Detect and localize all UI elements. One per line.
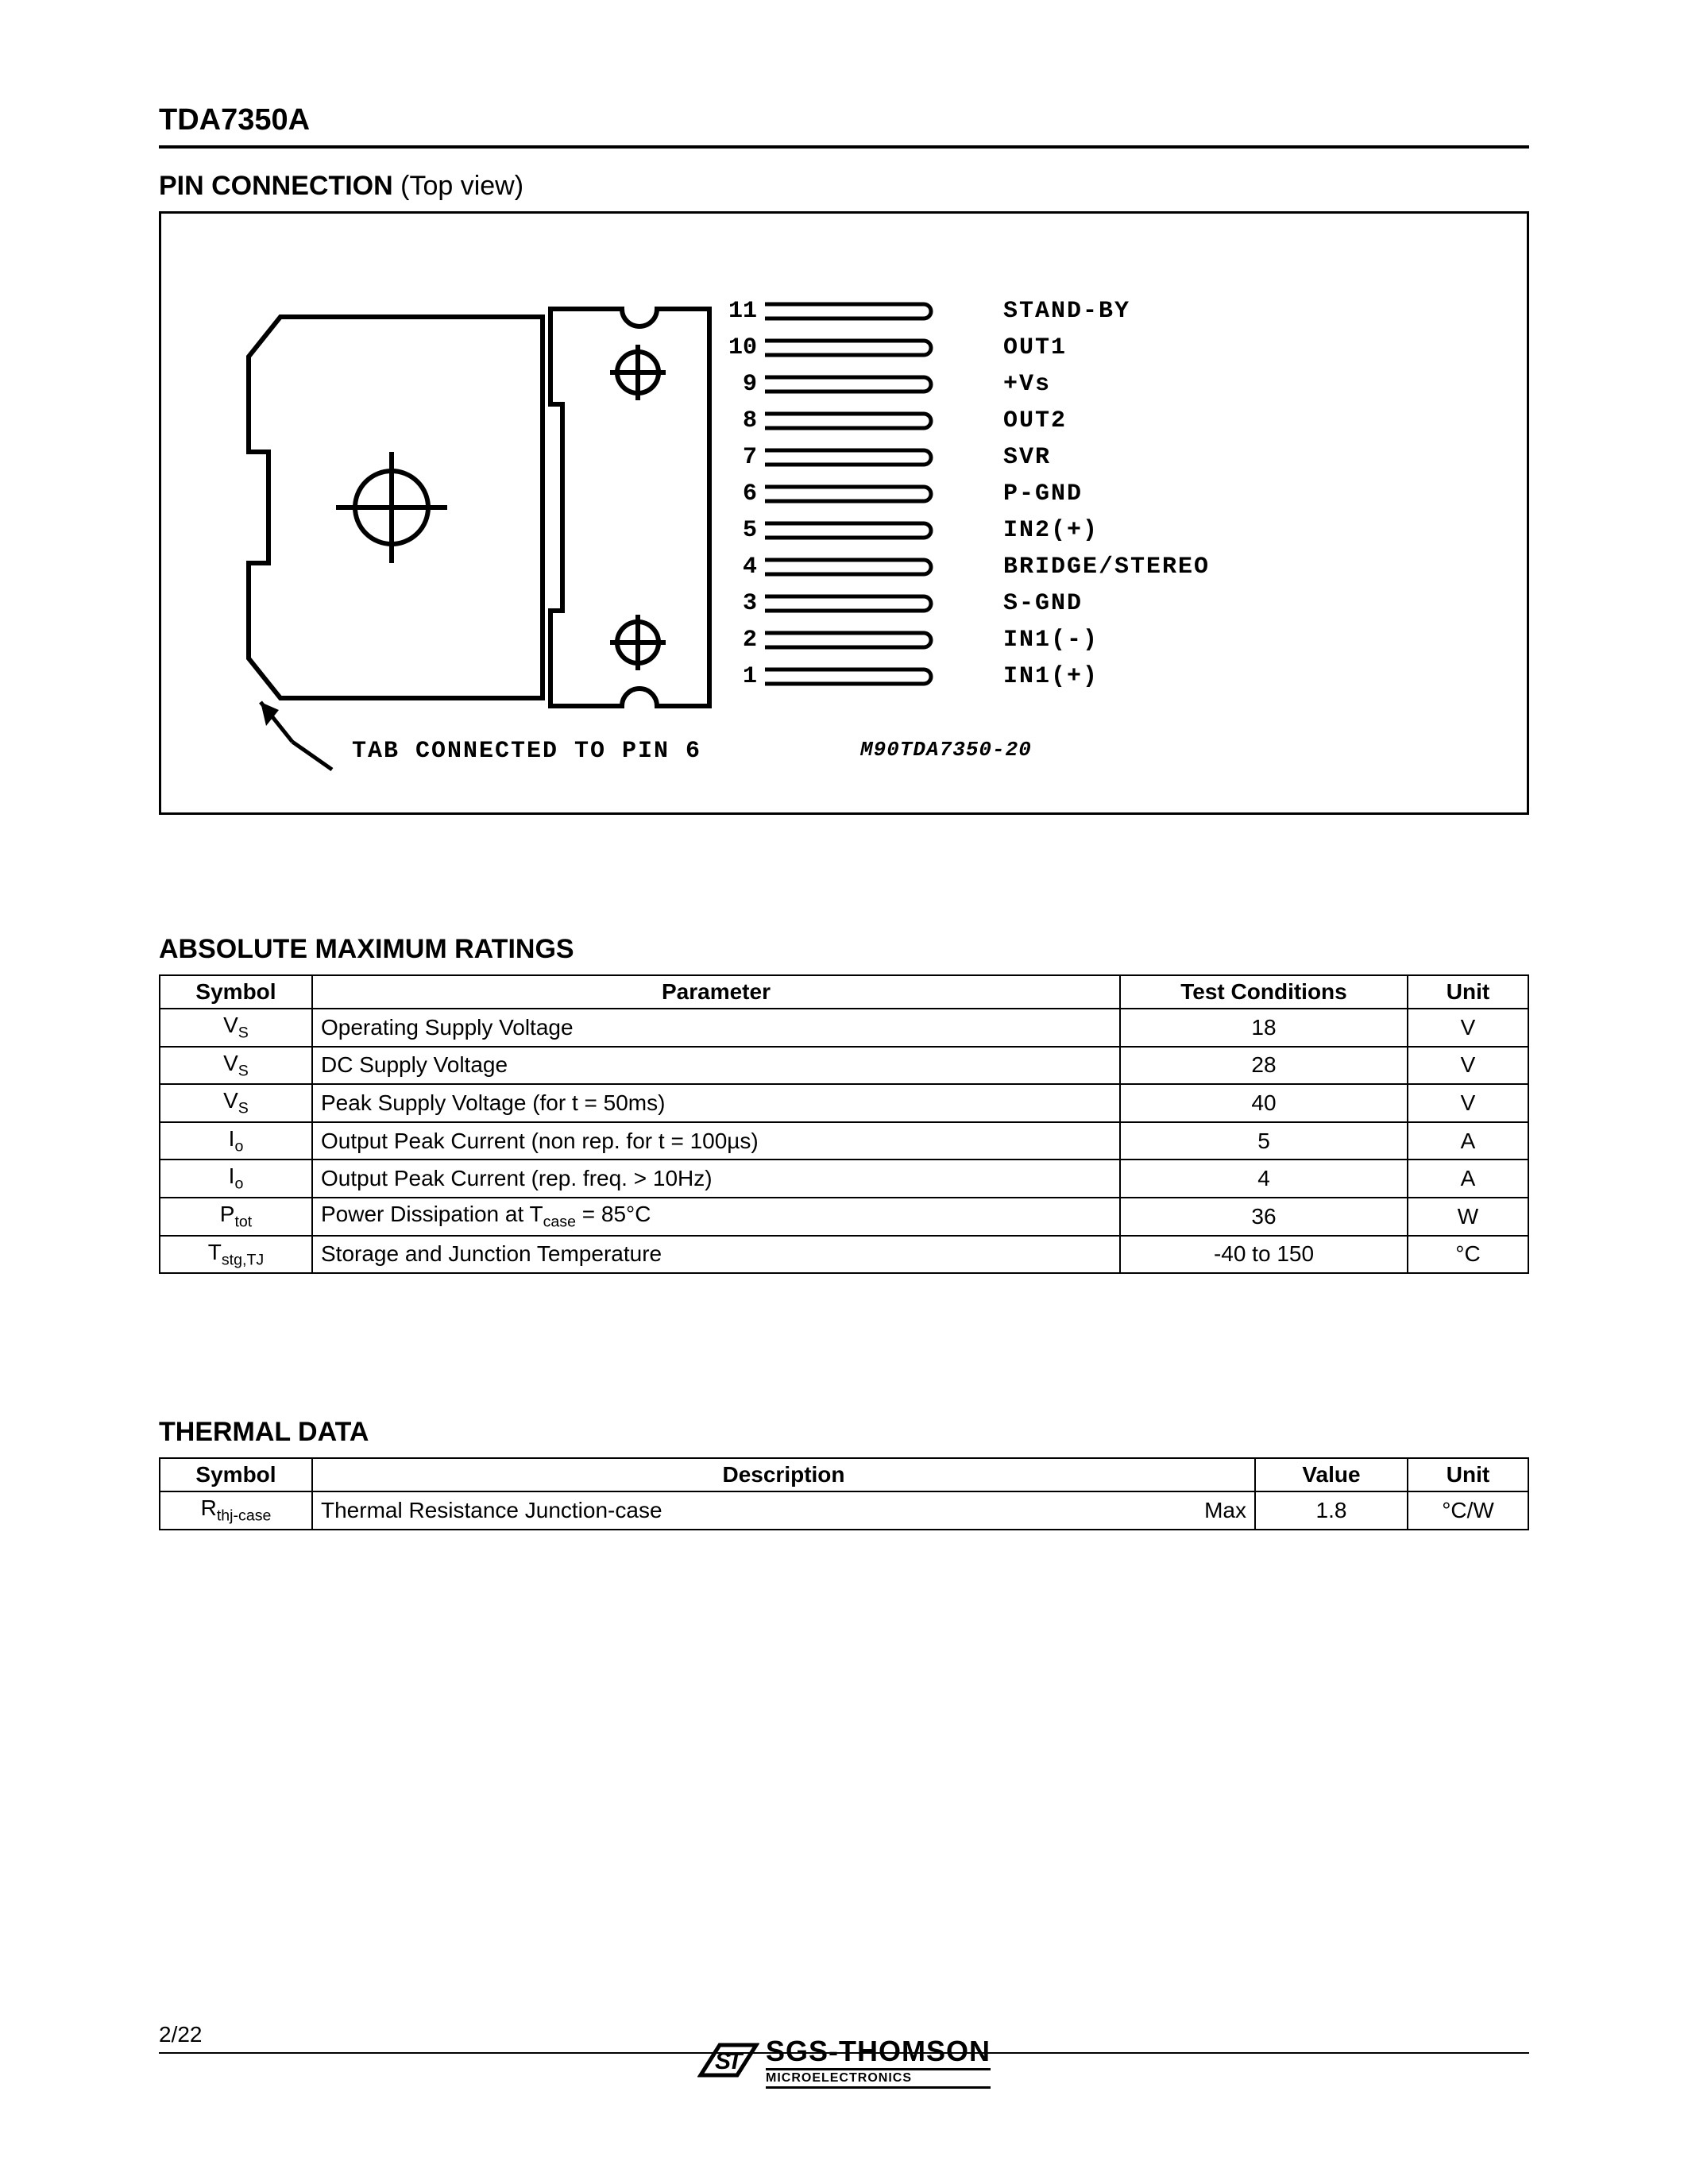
thermal-table: Symbol Description Value Unit Rthj-caseT… (159, 1457, 1529, 1530)
diagram-reference: M90TDA7350-20 (860, 738, 1032, 762)
pin-connection-title-bold: PIN CONNECTION (159, 171, 393, 201)
pin-number: 11 (717, 293, 757, 330)
pin-label: STAND-BY (1003, 293, 1210, 330)
cell-parameter: Peak Supply Voltage (for t = 50ms) (312, 1084, 1120, 1122)
cell-parameter: DC Supply Voltage (312, 1047, 1120, 1085)
cell-symbol: Io (160, 1122, 312, 1160)
logo-main: SGS-THOMSON (766, 2035, 991, 2068)
th-unit: Unit (1408, 975, 1528, 1009)
cell-unit: A (1408, 1160, 1528, 1198)
datasheet-page: TDA7350A PIN CONNECTION (Top view) (0, 0, 1688, 2184)
pin-number: 6 (717, 476, 757, 512)
pin-label: IN1(+) (1003, 658, 1210, 695)
pin-label: OUT1 (1003, 330, 1210, 366)
table-row: IoOutput Peak Current (non rep. for t = … (160, 1122, 1528, 1160)
pin-label: S-GND (1003, 585, 1210, 622)
pin-number: 5 (717, 512, 757, 549)
cell-condition: 36 (1120, 1198, 1408, 1236)
logo-text: SGS-THOMSON MICROELECTRONICS (766, 2035, 991, 2089)
cell-unit: V (1408, 1009, 1528, 1047)
cell-symbol: Tstg,TJ (160, 1236, 312, 1274)
package-drawing (161, 214, 1528, 817)
pin-label: BRIDGE/STEREO (1003, 549, 1210, 585)
pin-number: 9 (717, 366, 757, 403)
pin-label: IN1(-) (1003, 622, 1210, 658)
table-row: VSPeak Supply Voltage (for t = 50ms)40V (160, 1084, 1528, 1122)
cell-unit: °C (1408, 1236, 1528, 1274)
cell-description: Thermal Resistance Junction-caseMax (312, 1491, 1255, 1530)
th-conditions: Test Conditions (1120, 975, 1408, 1009)
pin-connection-title: PIN CONNECTION (Top view) (159, 171, 1529, 202)
pin-numbers-column: 1110987654321 (717, 293, 757, 695)
pin-diagram: 1110987654321 STAND-BYOUT1+VsOUT2SVRP-GN… (159, 211, 1529, 815)
table-row: PtotPower Dissipation at Tcase = 85°C36W (160, 1198, 1528, 1236)
thermal-title: THERMAL DATA (159, 1417, 1529, 1448)
cell-symbol: Ptot (160, 1198, 312, 1236)
cell-symbol: VS (160, 1009, 312, 1047)
svg-text:T: T (728, 2048, 744, 2074)
th-symbol: Symbol (160, 1458, 312, 1491)
pin-number: 10 (717, 330, 757, 366)
pin-number: 7 (717, 439, 757, 476)
abs-max-title: ABSOLUTE MAXIMUM RATINGS (159, 934, 1529, 965)
tab-note: TAB CONNECTED TO PIN 6 (352, 738, 701, 765)
cell-condition: 18 (1120, 1009, 1408, 1047)
pin-number: 3 (717, 585, 757, 622)
table-header-row: Symbol Description Value Unit (160, 1458, 1528, 1491)
cell-parameter: Output Peak Current (non rep. for t = 10… (312, 1122, 1120, 1160)
cell-symbol: Io (160, 1160, 312, 1198)
cell-symbol: VS (160, 1047, 312, 1085)
page-number: 2/22 (159, 2022, 203, 2047)
th-value: Value (1255, 1458, 1408, 1491)
pin-number: 1 (717, 658, 757, 695)
abs-max-table: Symbol Parameter Test Conditions Unit VS… (159, 974, 1529, 1274)
cell-parameter: Storage and Junction Temperature (312, 1236, 1120, 1274)
cell-unit: W (1408, 1198, 1528, 1236)
cell-condition: 5 (1120, 1122, 1408, 1160)
pin-label: OUT2 (1003, 403, 1210, 439)
cell-symbol: Rthj-case (160, 1491, 312, 1530)
th-parameter: Parameter (312, 975, 1120, 1009)
cell-condition: 28 (1120, 1047, 1408, 1085)
logo-sub: MICROELECTRONICS (766, 2068, 991, 2089)
cell-parameter: Output Peak Current (rep. freq. > 10Hz) (312, 1160, 1120, 1198)
th-unit: Unit (1408, 1458, 1528, 1491)
th-description: Description (312, 1458, 1255, 1491)
cell-condition: -40 to 150 (1120, 1236, 1408, 1274)
table-row: IoOutput Peak Current (rep. freq. > 10Hz… (160, 1160, 1528, 1198)
cell-unit: °C/W (1408, 1491, 1528, 1530)
cell-parameter: Power Dissipation at Tcase = 85°C (312, 1198, 1120, 1236)
pin-number: 2 (717, 622, 757, 658)
pin-label: IN2(+) (1003, 512, 1210, 549)
document-title: TDA7350A (159, 103, 1529, 149)
cell-condition: 4 (1120, 1160, 1408, 1198)
th-symbol: Symbol (160, 975, 312, 1009)
page-footer: 2/22 S T SGS-THOMSON MICROELECTRONICS (159, 2052, 1529, 2089)
table-row: VSDC Supply Voltage28V (160, 1047, 1528, 1085)
cell-value: 1.8 (1255, 1491, 1408, 1530)
pin-label: +Vs (1003, 366, 1210, 403)
pin-label: SVR (1003, 439, 1210, 476)
pin-number: 8 (717, 403, 757, 439)
st-logo: S T SGS-THOMSON MICROELECTRONICS (697, 2035, 991, 2089)
pin-number: 4 (717, 549, 757, 585)
cell-unit: V (1408, 1047, 1528, 1085)
cell-symbol: VS (160, 1084, 312, 1122)
table-row: Tstg,TJStorage and Junction Temperature-… (160, 1236, 1528, 1274)
table-header-row: Symbol Parameter Test Conditions Unit (160, 975, 1528, 1009)
table-row: VSOperating Supply Voltage18V (160, 1009, 1528, 1047)
pin-label: P-GND (1003, 476, 1210, 512)
cell-unit: A (1408, 1122, 1528, 1160)
cell-parameter: Operating Supply Voltage (312, 1009, 1120, 1047)
st-logo-icon: S T (697, 2040, 759, 2083)
cell-condition: 40 (1120, 1084, 1408, 1122)
table-row: Rthj-caseThermal Resistance Junction-cas… (160, 1491, 1528, 1530)
pin-labels-column: STAND-BYOUT1+VsOUT2SVRP-GNDIN2(+)BRIDGE/… (1003, 293, 1210, 695)
cell-unit: V (1408, 1084, 1528, 1122)
pin-connection-title-rest: (Top view) (393, 171, 523, 201)
